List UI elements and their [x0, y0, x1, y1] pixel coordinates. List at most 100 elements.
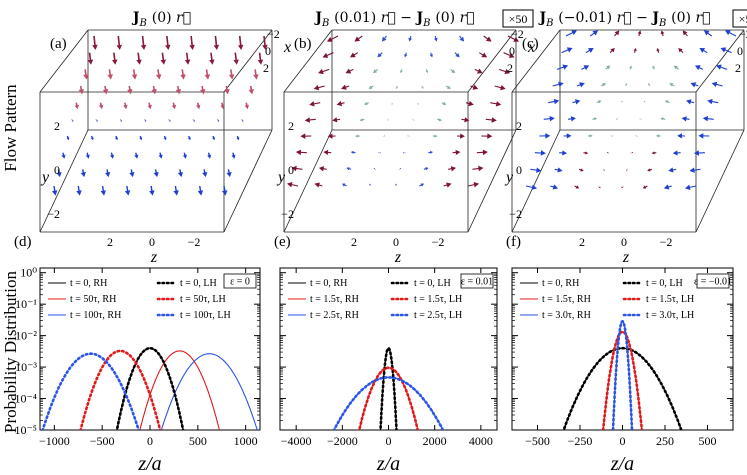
flow-arrowhead: [66, 137, 70, 141]
flow-arrowhead: [180, 74, 186, 80]
curves: [562, 319, 683, 430]
flow-arrow: [188, 135, 191, 139]
flow-arrowhead: [429, 150, 434, 154]
series-line: [79, 349, 162, 430]
flow-arrowhead: [575, 185, 580, 189]
flow-arrowhead: [580, 168, 584, 172]
flow-arrowhead: [341, 183, 346, 187]
series-line: [611, 319, 634, 430]
x-axis-label: z/a: [376, 453, 400, 475]
legend-entry: t = 1.5τ, LH: [414, 294, 462, 305]
flow-arrowhead: [603, 169, 605, 171]
flow-arrowhead: [129, 171, 135, 178]
y-axis-label: y: [40, 169, 50, 186]
flow-arrowhead: [450, 166, 457, 172]
curves: [41, 346, 258, 430]
box-edge: [695, 129, 745, 233]
box-edge: [39, 129, 89, 233]
z-tick-label: −2: [660, 235, 673, 249]
flow-arrowhead: [253, 74, 259, 80]
flow-arrowhead: [127, 88, 133, 95]
flow-arrowhead: [660, 30, 665, 35]
x-tick-label: 0: [737, 44, 743, 58]
flow-arrowhead: [630, 152, 632, 154]
x-tick-label: 250: [656, 434, 674, 448]
epsilon-label: ε = 0.01: [461, 277, 493, 288]
flow-arrowhead: [703, 30, 710, 36]
flow-arrowhead: [111, 59, 118, 65]
y-axis-label: y: [504, 169, 514, 186]
flow-arrowhead: [92, 44, 98, 50]
flow-arrowhead: [83, 74, 89, 80]
panel-title: JB (0.01) r⃗ − JB (0) r⃗: [313, 10, 474, 29]
box-edge: [223, 129, 273, 233]
panel-label: (b): [294, 36, 312, 52]
legend-entry: t = 3.0τ, RH: [542, 310, 591, 321]
flow-arrowhead: [593, 117, 598, 121]
flow-arrowhead: [61, 154, 66, 159]
flow-arrowhead: [678, 47, 683, 53]
flow-arrowhead: [345, 68, 352, 74]
flow-arrow: [139, 135, 142, 139]
flow-arrowhead: [540, 150, 546, 156]
flow-arrowhead: [197, 190, 204, 196]
legend-entry: t = 2.5τ, RH: [310, 310, 359, 321]
legend-entry: t = 100τ, LH: [180, 310, 231, 321]
flow-arrowhead: [391, 102, 394, 105]
panel-label: (a): [50, 36, 67, 52]
flow-arrowhead: [459, 36, 465, 42]
x-tick-label: 0: [265, 44, 271, 58]
flow-arrowhead: [647, 168, 651, 172]
flow-arrowhead: [74, 104, 79, 110]
flow-arrowhead: [602, 83, 606, 87]
flow-arrowhead: [220, 104, 225, 110]
legend-entry: t = 0, RH: [70, 278, 107, 289]
flow-arrowhead: [196, 104, 201, 110]
flow-arrowhead: [455, 149, 461, 156]
box-edge: [467, 29, 517, 93]
flow-arrowhead: [354, 36, 361, 42]
flow-arrowhead: [139, 137, 143, 141]
box-edge: [511, 129, 561, 233]
series-line: [379, 346, 398, 430]
flow-arrowhead: [228, 74, 235, 80]
series-line: [115, 346, 185, 430]
flow-arrowhead: [421, 86, 424, 89]
flow-arrowhead: [207, 154, 212, 159]
box-edge: [695, 29, 745, 93]
flow-arrowhead: [314, 182, 320, 188]
flow-arrowhead: [545, 133, 551, 139]
flow-arrowhead: [231, 154, 236, 159]
flow-arrow: [400, 69, 403, 72]
flow-arrowhead: [656, 134, 659, 138]
flow-arrowhead: [621, 186, 624, 189]
flow-arrowhead: [124, 190, 131, 196]
flow-arrowhead: [248, 88, 254, 95]
flow-arrowhead: [140, 44, 147, 50]
flow-arrow: [90, 135, 93, 139]
y-tick-label: 10⁰: [20, 266, 37, 280]
legend-entry: t = 0, LH: [180, 278, 217, 289]
flow-arrowhead: [212, 137, 216, 141]
flow-arrowhead: [699, 47, 706, 53]
x-tick-label: −2: [267, 27, 280, 41]
flow-arrowhead: [574, 99, 581, 105]
flow-arrowhead: [313, 84, 320, 91]
panel-label: (d): [14, 234, 32, 250]
flow-arrowhead: [149, 190, 155, 196]
flow-arrowhead: [404, 151, 406, 153]
flow-arrow: [425, 69, 428, 72]
flow-arrowhead: [85, 154, 90, 159]
flow-arrowhead: [257, 59, 264, 65]
flow-arrowhead: [464, 117, 470, 123]
flow-arrowhead: [566, 47, 573, 53]
flow-arrowhead: [583, 65, 590, 71]
series-line: [357, 366, 420, 430]
flow-arrowhead: [184, 59, 191, 65]
flow-arrowhead: [160, 59, 167, 65]
flow-arrowhead: [682, 30, 688, 36]
x-tick-label: −2: [739, 27, 747, 41]
x-tick-label: 0: [386, 434, 392, 448]
legend-entry: t = 0, LH: [414, 278, 451, 289]
flow-arrowhead: [500, 84, 506, 91]
